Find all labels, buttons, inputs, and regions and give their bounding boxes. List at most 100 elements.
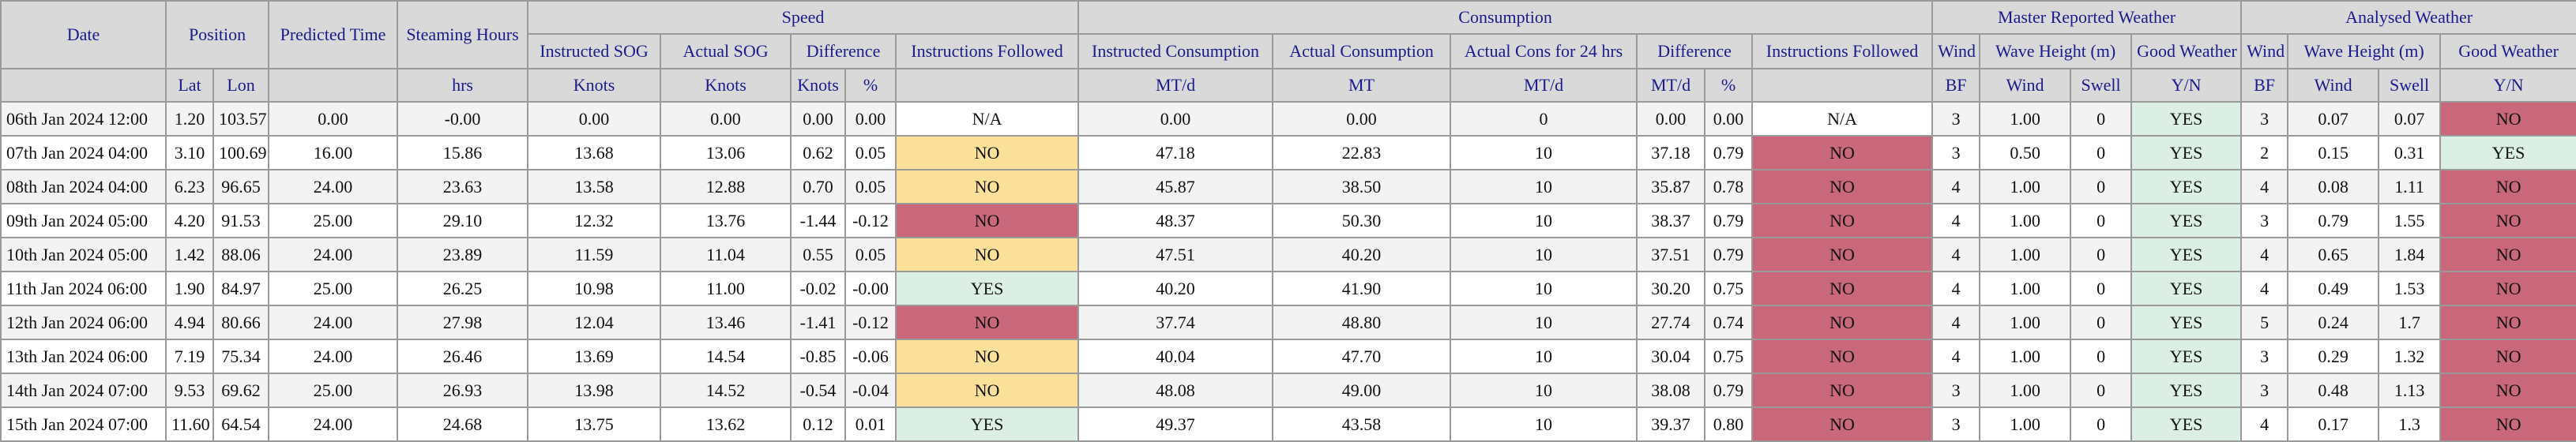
predicted-time-cell: 25.00 xyxy=(268,203,399,238)
steaming-hours-cell: 23.63 xyxy=(397,169,529,204)
lat-cell: 6.23 xyxy=(165,169,214,204)
speed-diff-percent-cell: -0.12 xyxy=(844,203,897,238)
actual-consumption-cell: 48.80 xyxy=(1272,305,1452,340)
master-wave-swell-cell: 0 xyxy=(2070,373,2133,408)
analysed-wave-wind-cell: 0.17 xyxy=(2287,406,2380,442)
speed-diff-percent-cell: 0.05 xyxy=(844,237,897,272)
speed-diff-knots-cell: 0.12 xyxy=(790,406,847,442)
analysed-wave-swell-cell: 1.53 xyxy=(2378,271,2442,306)
master-good-weather-cell: YES xyxy=(2130,237,2243,272)
predicted-time-cell: 24.00 xyxy=(268,339,399,374)
steaming-hours-cell: -0.00 xyxy=(397,101,529,137)
master-wave-swell-cell: 0 xyxy=(2070,237,2133,272)
actual-consumption-cell: 0.00 xyxy=(1272,101,1452,137)
actual-sog-cell: 13.06 xyxy=(660,135,792,170)
master-wave-wind-cell: 1.00 xyxy=(1979,203,2072,238)
cons-diff-percent-cell: 0.80 xyxy=(1704,406,1754,442)
unit-instructed-consumption: MT/d xyxy=(1077,68,1274,103)
actual-sog-cell: 13.76 xyxy=(660,203,792,238)
analysed-wind-bf-cell: 4 xyxy=(2240,237,2289,272)
table-row: 13th Jan 2024 06:00 7.19 75.34 24.00 26.46 13… xyxy=(0,339,2576,374)
cons-diff-mtd-cell: 39.37 xyxy=(1636,406,1706,442)
cons-instructions-followed-cell: NO xyxy=(1751,135,1934,170)
table-row: 06th Jan 2024 12:00 1.20 103.57 0.00 -0.00 0.… xyxy=(0,101,2576,137)
master-wave-swell-cell: 0 xyxy=(2070,339,2133,374)
header-predicted-time: Predicted Time xyxy=(268,0,399,69)
cons-diff-percent-cell: 0.75 xyxy=(1704,339,1754,374)
header-consumption-difference: Difference xyxy=(1636,33,1754,69)
speed-diff-percent-cell: -0.04 xyxy=(844,373,897,408)
header-steaming-hours: Steaming Hours xyxy=(397,0,529,69)
speed-diff-knots-cell: 0.70 xyxy=(790,169,847,204)
cons-instructions-followed-cell: NO xyxy=(1751,305,1934,340)
lat-cell: 7.19 xyxy=(165,339,214,374)
header-analysed-weather: Analysed Weather xyxy=(2240,0,2576,35)
steaming-hours-cell: 15.86 xyxy=(397,135,529,170)
unit-analysed-wind-bf: BF xyxy=(2240,68,2289,103)
unit-actual-cons-24hrs: MT/d xyxy=(1450,68,1638,103)
analysed-wave-wind-cell: 0.48 xyxy=(2287,373,2380,408)
master-wave-swell-cell: 0 xyxy=(2070,135,2133,170)
actual-cons-24hrs-cell: 10 xyxy=(1450,135,1638,170)
table-row: 07th Jan 2024 04:00 3.10 100.69 16.00 15.86 1… xyxy=(0,135,2576,170)
instructed-sog-cell: 12.32 xyxy=(527,203,662,238)
table-row: 09th Jan 2024 05:00 4.20 91.53 25.00 29.10 12… xyxy=(0,203,2576,238)
date-cell: 07th Jan 2024 04:00 xyxy=(0,135,167,170)
unit-steaming-hours: hrs xyxy=(397,68,529,103)
master-wave-swell-cell: 0 xyxy=(2070,271,2133,306)
master-wave-swell-cell: 0 xyxy=(2070,101,2133,137)
unit-actual-sog: Knots xyxy=(660,68,792,103)
analysed-wind-bf-cell: 4 xyxy=(2240,169,2289,204)
date-cell: 13th Jan 2024 06:00 xyxy=(0,339,167,374)
analysed-wave-swell-cell: 0.31 xyxy=(2378,135,2442,170)
cons-instructions-followed-cell: NO xyxy=(1751,169,1934,204)
speed-diff-percent-cell: 0.00 xyxy=(844,101,897,137)
instructed-consumption-cell: 48.37 xyxy=(1077,203,1274,238)
header-position: Position xyxy=(164,0,270,69)
unit-speed-diff-percent: % xyxy=(844,68,897,103)
speed-instructions-followed-cell: NO xyxy=(895,237,1080,272)
analysed-wind-bf-cell: 3 xyxy=(2240,101,2289,137)
master-wind-bf-cell: 3 xyxy=(1931,135,1981,170)
cons-diff-mtd-cell: 35.87 xyxy=(1636,169,1706,204)
unit-analysed-wave-swell: Swell xyxy=(2378,68,2442,103)
predicted-time-cell: 0.00 xyxy=(268,101,399,137)
header-analysed-wave-height: Wave Height (m) xyxy=(2287,33,2442,69)
actual-consumption-cell: 50.30 xyxy=(1272,203,1452,238)
actual-cons-24hrs-cell: 10 xyxy=(1450,237,1638,272)
instructed-sog-cell: 13.98 xyxy=(527,373,662,408)
master-wave-wind-cell: 1.00 xyxy=(1979,169,2072,204)
speed-instructions-followed-cell: NO xyxy=(895,169,1080,204)
table-body: 06th Jan 2024 12:00 1.20 103.57 0.00 -0.00 0.… xyxy=(0,101,2576,442)
cons-diff-percent-cell: 0.79 xyxy=(1704,203,1754,238)
header-consumption-instructions-followed: Instructions Followed xyxy=(1751,33,1934,69)
lon-cell: 91.53 xyxy=(212,203,270,238)
actual-cons-24hrs-cell: 10 xyxy=(1450,203,1638,238)
table-row: 08th Jan 2024 04:00 6.23 96.65 24.00 23.63 13… xyxy=(0,169,2576,204)
actual-sog-cell: 11.00 xyxy=(660,271,792,306)
instructed-consumption-cell: 0.00 xyxy=(1077,101,1274,137)
lon-cell: 96.65 xyxy=(212,169,270,204)
unit-cons-diff-percent: % xyxy=(1704,68,1754,103)
speed-diff-percent-cell: -0.00 xyxy=(844,271,897,306)
actual-consumption-cell: 47.70 xyxy=(1272,339,1452,374)
analysed-good-weather-cell: NO xyxy=(2439,339,2576,374)
master-good-weather-cell: YES xyxy=(2130,101,2243,137)
master-good-weather-cell: YES xyxy=(2130,339,2243,374)
analysed-wind-bf-cell: 5 xyxy=(2240,305,2289,340)
header-instructed-sog: Instructed SOG xyxy=(527,33,662,69)
lat-cell: 1.20 xyxy=(165,101,214,137)
unit-speed-instructions-followed xyxy=(895,68,1080,103)
speed-diff-knots-cell: 0.00 xyxy=(790,101,847,137)
actual-sog-cell: 0.00 xyxy=(660,101,792,137)
unit-cons-instructions-followed xyxy=(1751,68,1934,103)
unit-analysed-wave-wind: Wind xyxy=(2287,68,2380,103)
unit-master-wave-swell: Swell xyxy=(2070,68,2133,103)
header-sub-row: Instructed SOG Actual SOG Difference Ins… xyxy=(1,33,2576,69)
master-wind-bf-cell: 3 xyxy=(1931,101,1981,137)
speed-instructions-followed-cell: NO xyxy=(895,305,1080,340)
analysed-wind-bf-cell: 2 xyxy=(2240,135,2289,170)
master-wind-bf-cell: 3 xyxy=(1931,373,1981,408)
analysed-wave-wind-cell: 0.29 xyxy=(2287,339,2380,374)
instructed-consumption-cell: 45.87 xyxy=(1077,169,1274,204)
